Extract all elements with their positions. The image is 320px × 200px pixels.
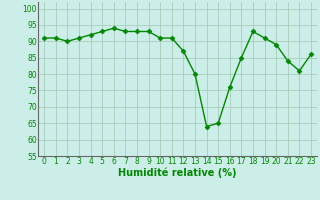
- X-axis label: Humidité relative (%): Humidité relative (%): [118, 168, 237, 178]
